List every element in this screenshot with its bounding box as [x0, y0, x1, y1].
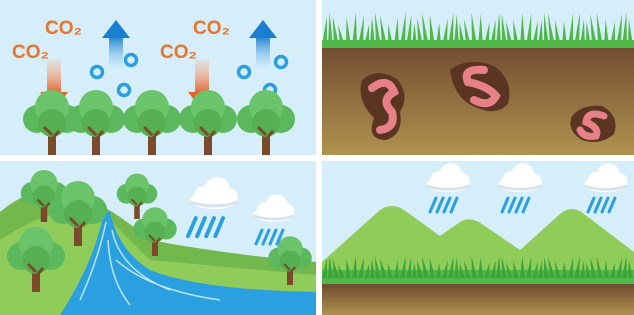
panel-mountains-part [322, 284, 634, 315]
page: CO₂ CO₂ CO₂ CO₂ [0, 0, 634, 315]
co2-label: CO₂ [193, 18, 230, 39]
panel-river [0, 161, 316, 315]
panel-forest-part [47, 60, 61, 94]
panel-forest: CO₂ CO₂ CO₂ CO₂ [0, 0, 316, 155]
panel-forest-part [195, 60, 209, 94]
co2-label: CO₂ [160, 42, 197, 63]
co2-label: CO₂ [12, 42, 49, 63]
panel-mountains [322, 161, 634, 315]
co2-label: CO₂ [45, 18, 82, 39]
panel-forest-part [256, 36, 270, 68]
panel-soil [322, 0, 634, 155]
illustration: CO₂ CO₂ CO₂ CO₂ [0, 0, 634, 315]
panel-forest-part [109, 36, 123, 68]
